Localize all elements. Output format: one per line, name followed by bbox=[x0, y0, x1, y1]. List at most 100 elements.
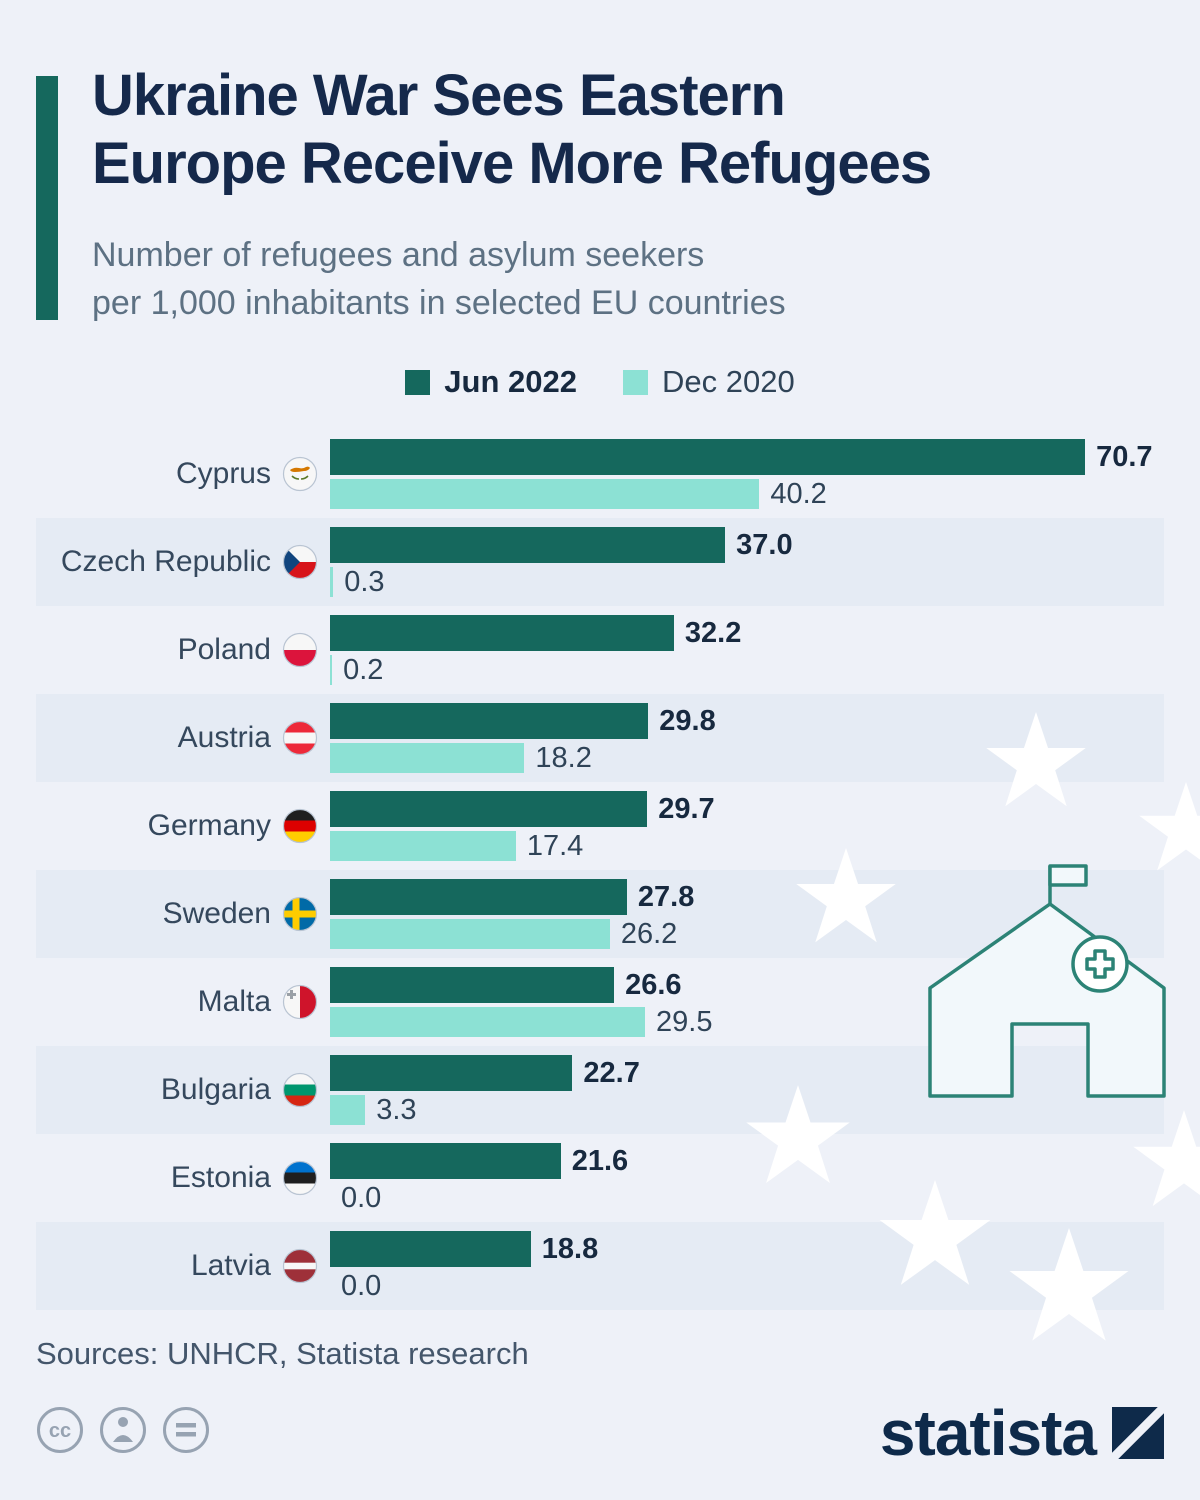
legend-item-dec-2020: Dec 2020 bbox=[622, 364, 795, 400]
title-line-1: Ukraine War Sees Eastern bbox=[92, 63, 786, 128]
bar-dec-2020 bbox=[330, 1095, 366, 1125]
row-bars: 70.7 40.2 bbox=[330, 439, 1164, 510]
bar-dec-2020 bbox=[330, 479, 760, 509]
value-label-dec-2020: 0.2 bbox=[343, 653, 384, 686]
bar-jun-2022 bbox=[330, 967, 615, 1003]
chart-row: Germany 29.7 17.4 bbox=[0, 782, 1200, 870]
page-title: Ukraine War Sees Eastern Europe Receive … bbox=[92, 62, 932, 198]
bar-jun-2022 bbox=[330, 703, 649, 739]
row-bars: 26.6 29.5 bbox=[330, 967, 1164, 1038]
legend-label-jun-2022: Jun 2022 bbox=[444, 364, 577, 399]
row-bars: 29.7 17.4 bbox=[330, 791, 1164, 862]
value-label-jun-2022: 29.8 bbox=[659, 704, 716, 737]
austria-flag-icon bbox=[282, 720, 318, 756]
estonia-flag-icon bbox=[282, 1160, 318, 1196]
title-line-2: Europe Receive More Refugees bbox=[92, 130, 932, 196]
chart-row: Sweden 27.8 26.2 bbox=[0, 870, 1200, 958]
row-bars: 37.0 0.3 bbox=[330, 527, 1164, 598]
country-label: Cyprus bbox=[175, 457, 271, 490]
value-label-jun-2022: 27.8 bbox=[637, 880, 695, 913]
row-label-area: Cyprus bbox=[36, 456, 330, 492]
value-label-dec-2020: 0.3 bbox=[344, 565, 385, 598]
country-label: Bulgaria bbox=[160, 1073, 271, 1106]
row-bars: 21.6 0.0 bbox=[330, 1143, 1164, 1214]
row-label-area: Austria bbox=[36, 720, 330, 756]
attribution-icon bbox=[100, 1407, 146, 1453]
chart-row: Bulgaria 22.7 3.3 bbox=[0, 1046, 1200, 1134]
chart-row: Estonia 21.6 0.0 bbox=[0, 1134, 1200, 1222]
chart-row: Cyprus 70.7 40.2 bbox=[0, 430, 1200, 518]
value-label-dec-2020: 0.0 bbox=[341, 1269, 382, 1302]
row-bars: 22.7 3.3 bbox=[330, 1055, 1164, 1126]
legend-swatch-jun-2022 bbox=[405, 369, 431, 395]
value-label-jun-2022: 26.6 bbox=[625, 968, 682, 1001]
row-bars: 27.8 26.2 bbox=[330, 879, 1164, 950]
chart-legend: Jun 2022 Dec 2020 bbox=[0, 364, 1200, 400]
legend-item-jun-2022: Jun 2022 bbox=[405, 364, 577, 400]
value-label-jun-2022: 21.6 bbox=[571, 1144, 629, 1177]
page-subtitle: Number of refugees and asylum seekers pe… bbox=[92, 232, 786, 327]
country-label: Austria bbox=[177, 721, 271, 754]
country-label: Malta bbox=[197, 985, 271, 1018]
chart-row: Poland 32.2 0.2 bbox=[0, 606, 1200, 694]
bar-jun-2022 bbox=[330, 1231, 531, 1267]
value-label-jun-2022: 22.7 bbox=[583, 1056, 640, 1089]
bar-dec-2020 bbox=[330, 743, 525, 773]
value-label-dec-2020: 29.5 bbox=[656, 1005, 713, 1038]
bar-jun-2022 bbox=[330, 527, 726, 563]
bar-jun-2022 bbox=[330, 615, 674, 651]
subtitle-line-1: Number of refugees and asylum seekers bbox=[92, 236, 705, 274]
cc-icon: cc bbox=[37, 1407, 83, 1453]
row-label-area: Poland bbox=[36, 632, 330, 668]
legend-label-dec-2020: Dec 2020 bbox=[661, 364, 795, 399]
bar-jun-2022 bbox=[330, 1055, 573, 1091]
country-label: Czech Republic bbox=[60, 545, 271, 578]
value-label-jun-2022: 70.7 bbox=[1096, 440, 1153, 473]
malta-flag-icon bbox=[282, 984, 318, 1020]
row-label-area: Malta bbox=[36, 984, 330, 1020]
bar-dec-2020 bbox=[330, 831, 516, 861]
bar-dec-2020 bbox=[330, 655, 333, 685]
row-label-area: Bulgaria bbox=[36, 1072, 330, 1108]
cyprus-flag-icon bbox=[282, 456, 318, 492]
value-label-jun-2022: 37.0 bbox=[736, 528, 793, 561]
license-icons: cc bbox=[36, 1406, 210, 1454]
row-label-area: Czech Republic bbox=[36, 544, 330, 580]
row-label-area: Estonia bbox=[36, 1160, 330, 1196]
row-bars: 32.2 0.2 bbox=[330, 615, 1164, 686]
poland-flag-icon bbox=[282, 632, 318, 668]
value-label-jun-2022: 18.8 bbox=[541, 1232, 599, 1265]
sources-note: Sources: UNHCR, Statista research bbox=[36, 1336, 529, 1371]
bulgaria-flag-icon bbox=[282, 1072, 318, 1108]
statista-logo-mark bbox=[1112, 1407, 1164, 1459]
chart-row: Latvia 18.8 0.0 bbox=[0, 1222, 1200, 1310]
latvia-flag-icon bbox=[282, 1248, 318, 1284]
bar-dec-2020 bbox=[330, 567, 334, 597]
bar-jun-2022 bbox=[330, 791, 648, 827]
value-label-dec-2020: 40.2 bbox=[770, 477, 827, 510]
bar-dec-2020 bbox=[330, 919, 610, 949]
title-accent-bar bbox=[36, 76, 58, 320]
equals-icon bbox=[163, 1407, 209, 1453]
value-label-jun-2022: 32.2 bbox=[684, 616, 742, 649]
chart-row: Austria 29.8 18.2 bbox=[0, 694, 1200, 782]
bar-dec-2020 bbox=[330, 1007, 646, 1037]
country-label: Latvia bbox=[190, 1249, 271, 1282]
czech-republic-flag-icon bbox=[282, 544, 318, 580]
germany-flag-icon bbox=[282, 808, 318, 844]
row-label-area: Latvia bbox=[36, 1248, 330, 1284]
value-label-dec-2020: 0.0 bbox=[341, 1181, 382, 1214]
bar-jun-2022 bbox=[330, 879, 627, 915]
value-label-dec-2020: 3.3 bbox=[376, 1093, 417, 1126]
statista-logo: statista bbox=[880, 1396, 1164, 1470]
bar-chart: Cyprus 70.7 40.2 Czech Republic 37.0 bbox=[0, 430, 1200, 1310]
statista-wordmark: statista bbox=[879, 1397, 1097, 1469]
sweden-flag-icon bbox=[282, 896, 318, 932]
row-label-area: Sweden bbox=[36, 896, 330, 932]
row-label-area: Germany bbox=[36, 808, 330, 844]
bar-jun-2022 bbox=[330, 439, 1086, 475]
legend-swatch-dec-2020 bbox=[622, 369, 648, 395]
value-label-dec-2020: 18.2 bbox=[535, 741, 592, 774]
row-bars: 18.8 0.0 bbox=[330, 1231, 1164, 1302]
chart-row: Czech Republic 37.0 0.3 bbox=[0, 518, 1200, 606]
